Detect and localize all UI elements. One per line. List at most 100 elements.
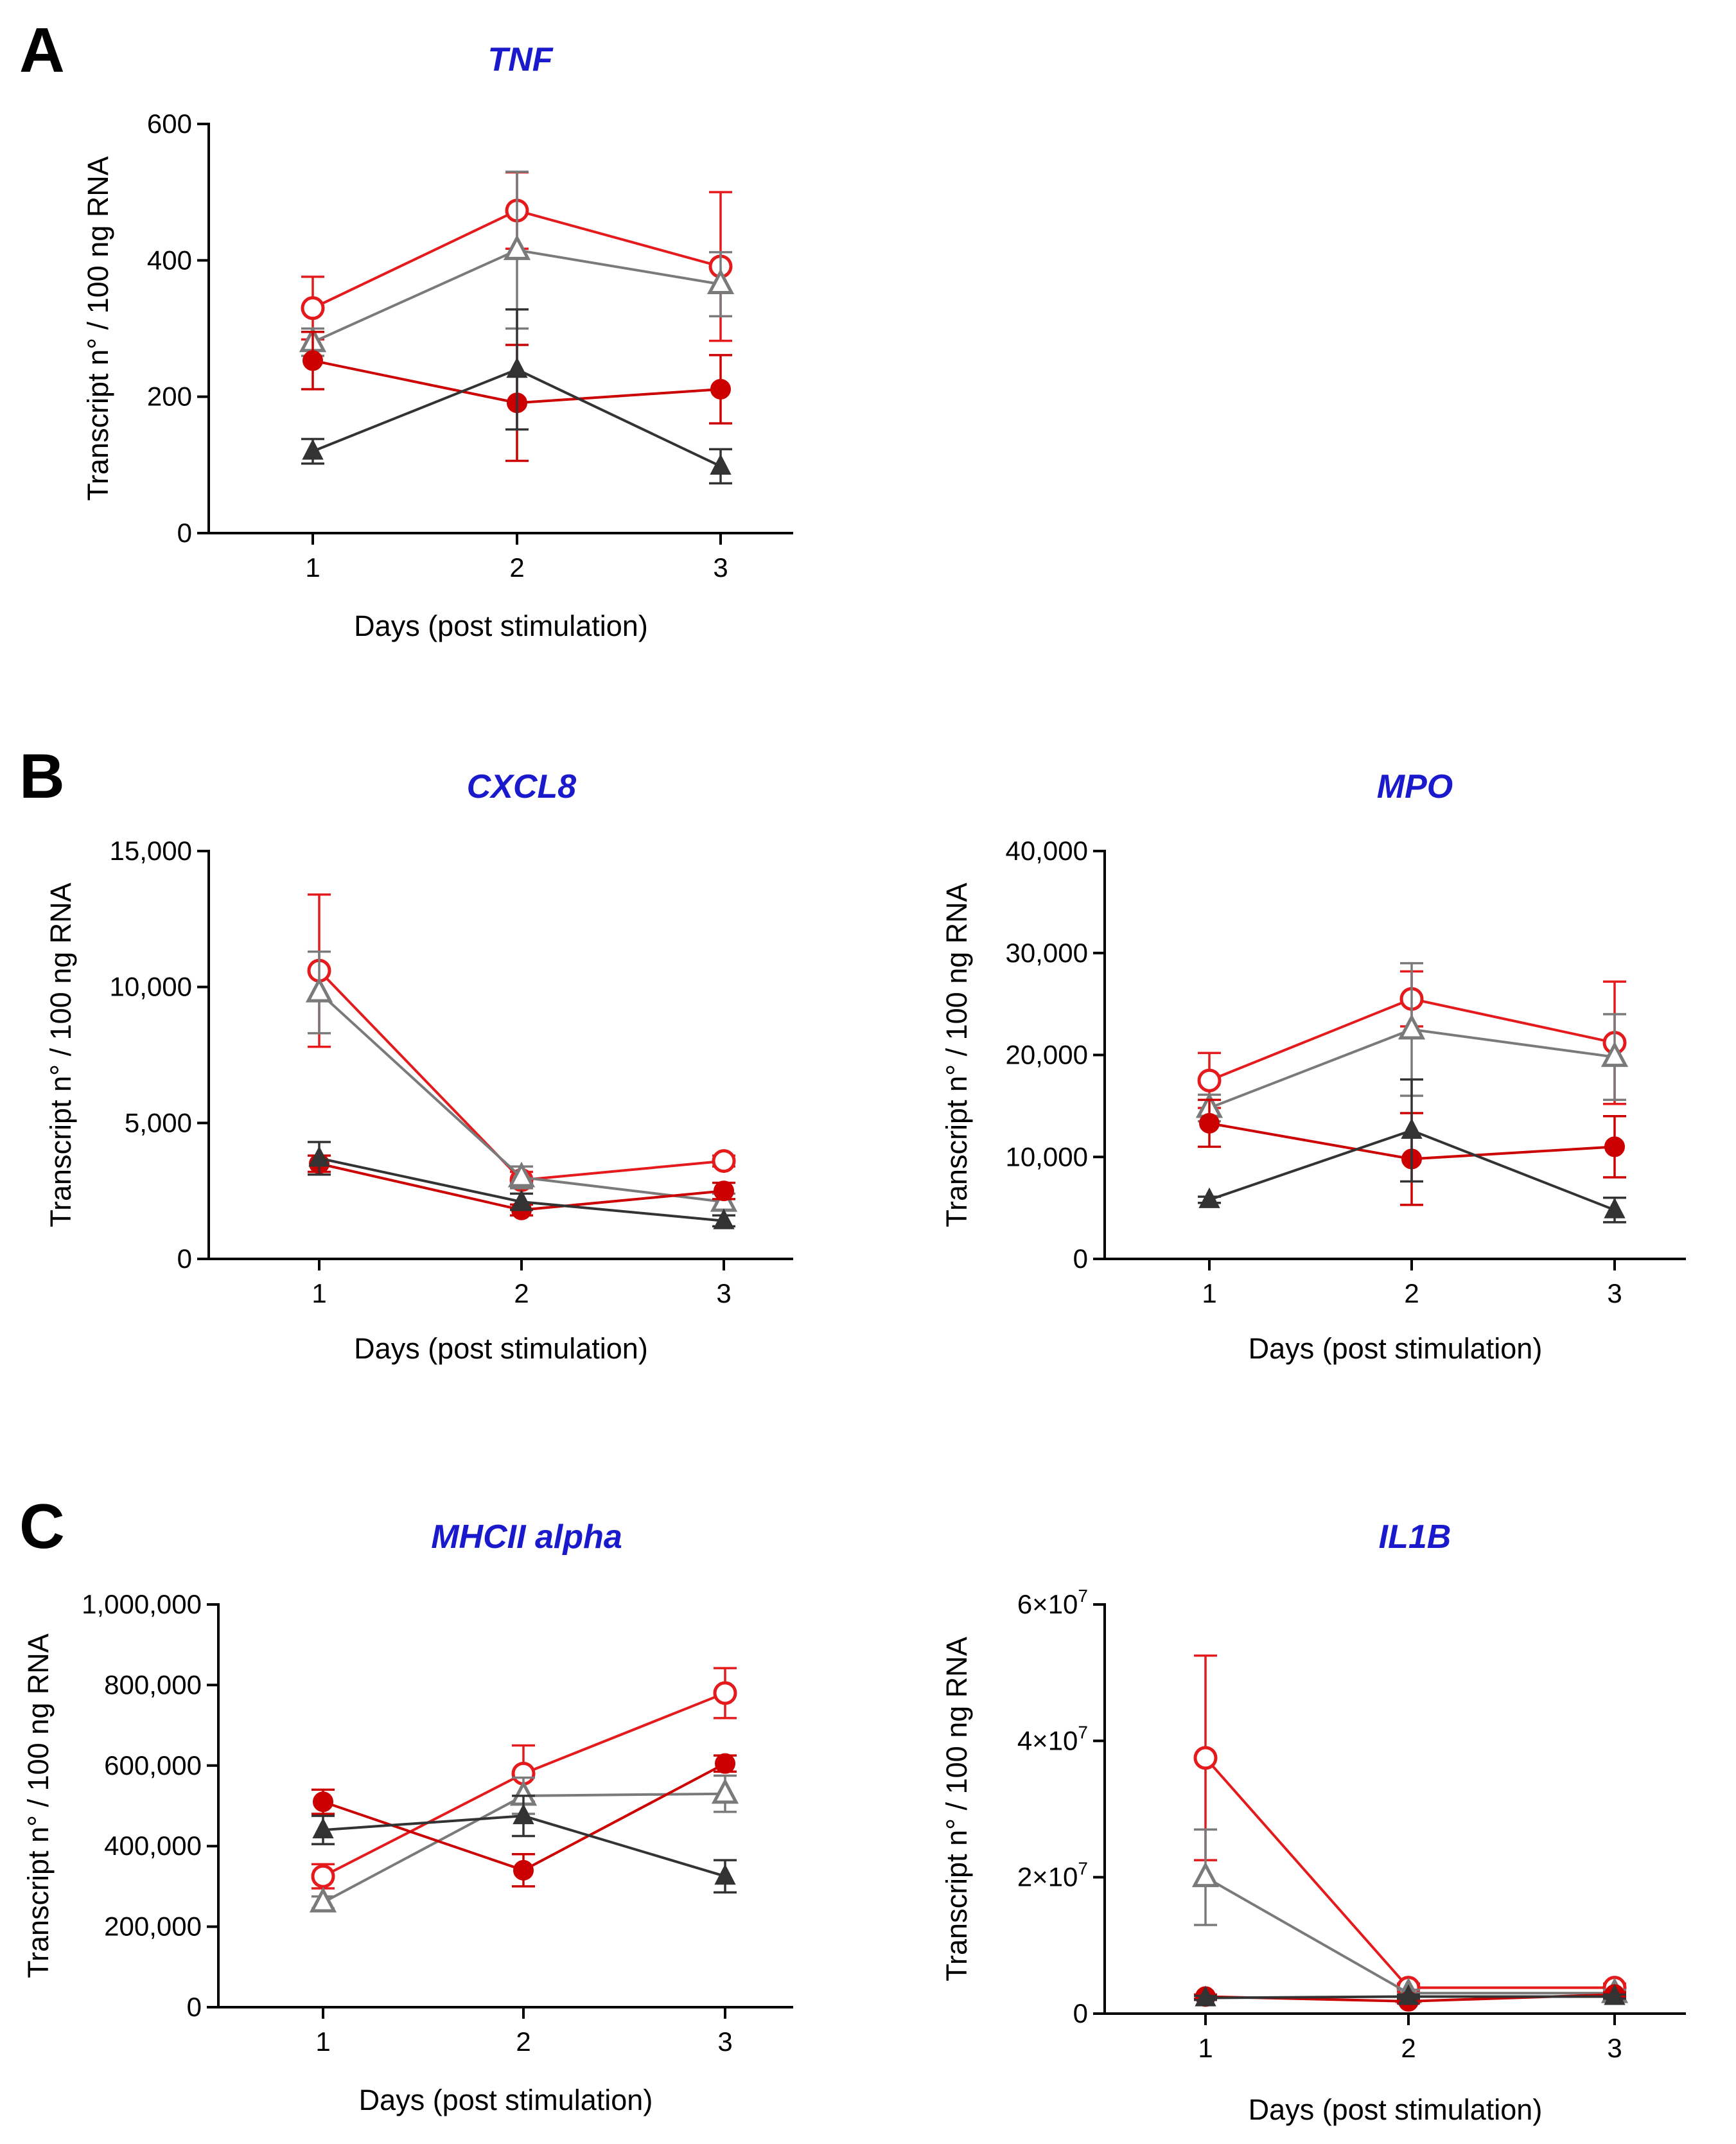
x-tick-label: 1: [1202, 1278, 1216, 1308]
y-tick-label: 200: [147, 382, 192, 412]
data-point: [1398, 1014, 1426, 1040]
data-point: [1401, 1118, 1423, 1139]
x-axis-label: Days (post stimulation): [354, 1332, 648, 1365]
x-tick-label: 2: [514, 1278, 529, 1308]
data-point: [301, 296, 325, 321]
y-axis-label: Transcript n° / 100 ng RNA: [82, 156, 114, 501]
data-point: [1600, 1041, 1629, 1068]
x-axis-label: Days (post stimulation): [359, 2084, 653, 2116]
x-axis-label: Days (post stimulation): [1249, 2093, 1543, 2126]
data-point: [1195, 1985, 1216, 2007]
data-point: [713, 1208, 735, 1229]
y-tick-label: 4×107: [1017, 1722, 1088, 1755]
x-tick-label: 3: [1607, 1278, 1622, 1308]
data-point: [1604, 1136, 1625, 1157]
y-axis-label: Transcript n° / 100 ng RNA: [22, 1633, 55, 1978]
y-tick-label: 10,000: [1006, 1141, 1088, 1172]
y-tick-label: 400: [147, 245, 192, 275]
x-tick-label: 2: [1401, 2033, 1416, 2063]
y-tick-label: 5,000: [125, 1107, 192, 1138]
data-point: [1604, 1197, 1626, 1218]
y-tick-label: 6×107: [1017, 1586, 1088, 1619]
chart-title: MPO: [1377, 768, 1453, 805]
x-tick-label: 2: [516, 2026, 530, 2057]
series-red-open-circle: [307, 893, 736, 1192]
series-line: [1204, 1757, 1615, 1989]
y-tick-label: 800,000: [104, 1669, 202, 1700]
y-tick-label: 600: [147, 109, 192, 139]
data-point: [507, 1161, 536, 1188]
series-red-filled-circle: [311, 1753, 737, 1888]
chart-title: IL1B: [1379, 1518, 1451, 1556]
data-point: [302, 350, 323, 371]
data-point: [711, 1778, 739, 1804]
y-tick-exponent: 7: [1078, 1859, 1088, 1879]
x-tick-label: 3: [713, 552, 728, 583]
data-point: [313, 1791, 333, 1813]
y-tick-exponent: 7: [1078, 1586, 1088, 1606]
y-tick-label: 20,000: [1006, 1040, 1088, 1070]
data-point: [714, 1864, 736, 1885]
data-point: [309, 1886, 337, 1913]
y-tick-label: 30,000: [1006, 938, 1088, 968]
series-gray-open-triangle: [299, 170, 735, 357]
data-point: [1198, 1187, 1220, 1208]
series-line: [1205, 1876, 1615, 1995]
series-line: [318, 969, 724, 1182]
data-point: [714, 1181, 734, 1202]
data-point: [712, 1149, 736, 1173]
data-point: [506, 357, 528, 378]
data-point: [308, 1146, 330, 1167]
data-point: [1197, 1068, 1222, 1093]
x-axis-label: Days (post stimulation): [1249, 1332, 1543, 1365]
y-tick-label: 200,000: [104, 1911, 202, 1942]
series-gray-open-triangle: [305, 950, 738, 1212]
y-tick-label: 15,000: [110, 836, 192, 866]
panel-label-a: A: [19, 15, 65, 85]
chart-title: MHCII alpha: [431, 1518, 622, 1556]
y-tick-label: 2×107: [1017, 1859, 1088, 1892]
y-tick-label: 0: [1073, 1998, 1088, 2028]
x-tick-label: 2: [509, 552, 524, 583]
series-red-open-circle: [1193, 1654, 1627, 2000]
data-point: [511, 1189, 532, 1211]
x-axis-label: Days (post stimulation): [354, 610, 648, 642]
y-tick-label: 0: [187, 1992, 202, 2022]
data-point: [710, 453, 732, 475]
chart-mpo: MPO 0 10,000 20,000 30,000 40,000 1 2 3 Days (pos…: [940, 768, 1686, 1365]
chart-tnf: TNF 0 200 400 600 1 2 3 Days (post stimulation) T…: [82, 41, 793, 642]
y-tick-label: 400,000: [104, 1831, 202, 1861]
x-tick-label: 1: [1198, 2033, 1213, 2063]
panel-label-c: C: [19, 1491, 65, 1561]
series-dark-filled-triangle: [308, 1141, 735, 1229]
data-point: [305, 976, 333, 1003]
x-tick-label: 1: [315, 2026, 330, 2057]
series-gray-open-triangle: [1191, 1828, 1629, 2003]
series-dark-filled-triangle: [301, 308, 732, 485]
y-tick-label: 10,000: [110, 972, 192, 1002]
data-point: [1191, 1861, 1220, 1888]
y-tick-label: 0: [177, 518, 192, 548]
data-point: [311, 1864, 335, 1888]
data-point: [513, 1803, 534, 1825]
chart-il1b: IL1B 0 2×107 4×107 6×107 1 2 3 Days (post stimul…: [940, 1518, 1686, 2126]
data-point: [715, 1753, 735, 1774]
x-tick-label: 3: [1607, 2033, 1622, 2063]
data-point: [503, 234, 531, 260]
data-point: [710, 378, 731, 400]
data-point: [312, 1817, 334, 1839]
y-tick-label: 1,000,000: [82, 1589, 202, 1619]
x-tick-label: 2: [1404, 1278, 1419, 1308]
y-axis-label: Transcript n° / 100 ng RNA: [940, 1637, 973, 1981]
y-tick-label: 600,000: [104, 1750, 202, 1780]
series-dark-filled-triangle: [311, 1795, 737, 1894]
y-tick-label: 40,000: [1006, 836, 1088, 866]
series-dark-filled-triangle: [1198, 1078, 1626, 1224]
data-point: [1199, 1112, 1220, 1134]
data-point: [1193, 1746, 1218, 1770]
chart-title: CXCL8: [467, 768, 577, 805]
x-tick-label: 1: [311, 1278, 326, 1308]
data-point: [302, 439, 324, 460]
